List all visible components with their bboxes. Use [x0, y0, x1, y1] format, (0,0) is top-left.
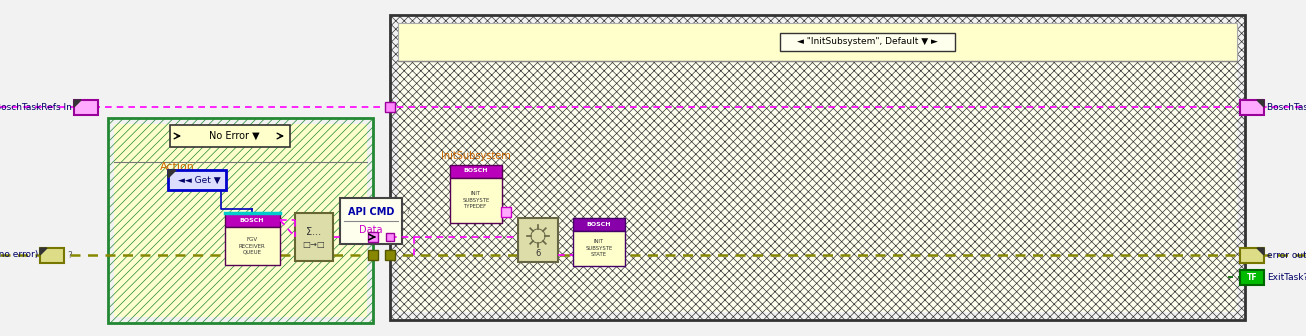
Text: Action: Action: [161, 162, 195, 172]
Text: ◄ "InitSubsystem", Default ▼ ►: ◄ "InitSubsystem", Default ▼ ►: [797, 38, 938, 46]
Bar: [368, 232, 377, 242]
Bar: [114, 124, 367, 162]
Bar: [451, 178, 502, 223]
Bar: [518, 218, 558, 262]
Text: ExitTask?: ExitTask?: [1267, 272, 1306, 282]
Bar: [170, 125, 290, 147]
Text: BoschTaskRefs Out: BoschTaskRefs Out: [1267, 102, 1306, 112]
Bar: [387, 233, 394, 241]
Bar: [225, 213, 279, 227]
Text: INIT
SUBSYSTE
STATE: INIT SUBSYSTE STATE: [585, 239, 613, 257]
Text: TF: TF: [1247, 272, 1258, 282]
Bar: [780, 33, 955, 51]
Bar: [398, 23, 1237, 312]
Text: FGV
RECEIVER
QUEUE: FGV RECEIVER QUEUE: [239, 237, 265, 255]
Text: BOSCH: BOSCH: [240, 217, 264, 222]
Text: InitSubsystem: InitSubsystem: [441, 151, 511, 161]
Text: ?: ?: [67, 251, 72, 259]
Bar: [1239, 248, 1264, 263]
Bar: [108, 118, 374, 323]
Polygon shape: [40, 248, 47, 255]
Text: ?: ?: [405, 208, 410, 216]
Bar: [114, 124, 367, 317]
Text: error out: error out: [1267, 251, 1306, 259]
Bar: [1239, 100, 1264, 115]
Bar: [398, 23, 1237, 61]
Text: BoschTaskRefs In: BoschTaskRefs In: [0, 102, 72, 112]
Text: INIT
SUBSYSTE
TYPEDEF: INIT SUBSYSTE TYPEDEF: [462, 191, 490, 209]
Polygon shape: [74, 100, 81, 107]
Bar: [295, 213, 333, 261]
Text: Data: Data: [359, 225, 383, 235]
Bar: [573, 218, 626, 231]
Bar: [1239, 102, 1250, 112]
Bar: [1239, 250, 1250, 260]
Bar: [225, 227, 279, 265]
Text: API CMD: API CMD: [347, 207, 394, 217]
Polygon shape: [168, 170, 176, 178]
Bar: [1239, 270, 1264, 285]
Bar: [385, 250, 394, 260]
Bar: [451, 165, 502, 178]
Bar: [385, 102, 394, 112]
Bar: [340, 198, 402, 244]
Text: No Error ▼: No Error ▼: [209, 131, 260, 141]
Bar: [368, 250, 377, 260]
Bar: [502, 207, 511, 217]
Text: BOSCH: BOSCH: [586, 221, 611, 226]
Bar: [40, 248, 64, 263]
Text: 6: 6: [535, 250, 541, 258]
Bar: [168, 170, 226, 190]
Polygon shape: [1256, 248, 1264, 255]
Text: Σ...: Σ...: [307, 227, 321, 237]
Polygon shape: [1256, 100, 1264, 107]
Bar: [390, 15, 1245, 320]
Text: BOSCH: BOSCH: [464, 168, 488, 173]
Text: error in (no error): error in (no error): [0, 251, 38, 259]
Text: ◄◄ Get ▼: ◄◄ Get ▼: [178, 175, 221, 184]
Bar: [74, 100, 98, 115]
Bar: [573, 231, 626, 266]
Text: □→□: □→□: [303, 240, 325, 249]
